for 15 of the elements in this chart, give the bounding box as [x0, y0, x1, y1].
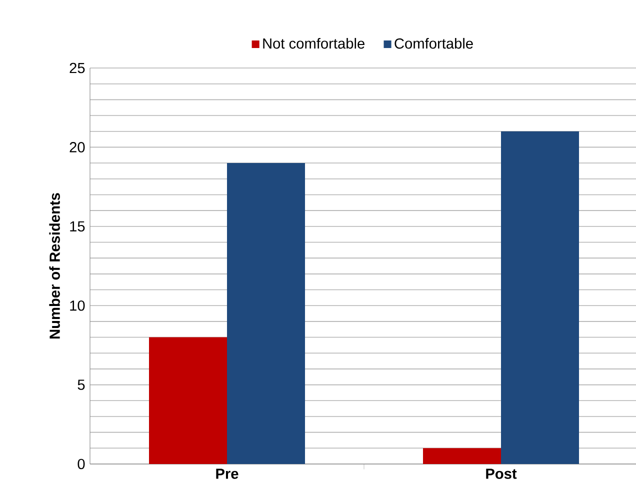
y-tick-label: 20 [70, 142, 85, 152]
bar [501, 131, 580, 464]
x-tick-label: Pre [216, 468, 238, 479]
x-tick-label: Post [486, 468, 517, 479]
bar [227, 163, 305, 464]
legend-label: Comfortable [394, 38, 473, 49]
bar [149, 337, 227, 464]
bar [423, 448, 501, 464]
y-tick-label: 25 [70, 62, 85, 74]
y-tick-label: 0 [78, 458, 85, 470]
legend-label: Not comfortable [263, 38, 364, 49]
y-tick-label: 5 [78, 380, 85, 390]
y-tick-label: 15 [70, 221, 85, 232]
y-axis-title: Number of Residents [49, 193, 60, 338]
y-tick-label: 10 [70, 300, 85, 311]
